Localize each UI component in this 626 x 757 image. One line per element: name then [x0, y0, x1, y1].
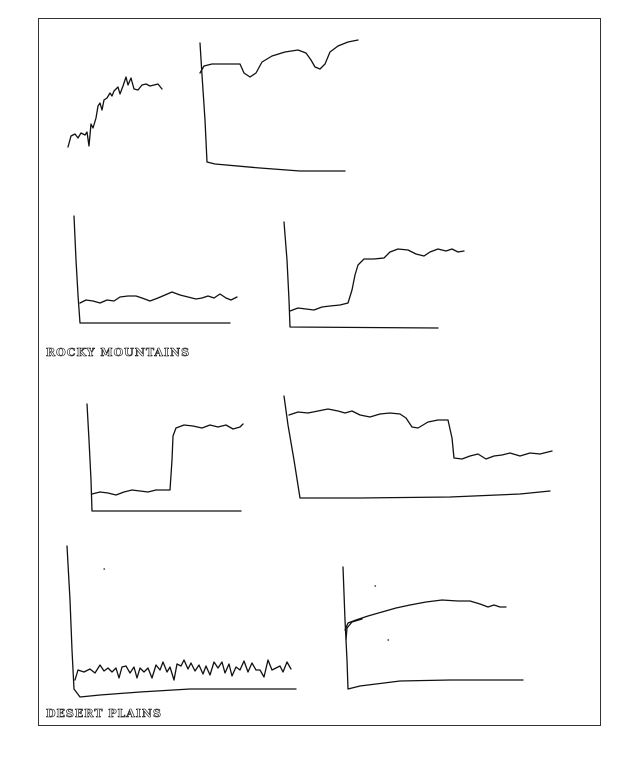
sketch-6-line	[288, 408, 553, 460]
sketch-4	[283, 221, 465, 329]
sketch-5-axes	[86, 403, 242, 512]
sketch-8-axes	[342, 566, 524, 690]
sketch-7	[66, 545, 297, 698]
sketch-1-line	[67, 76, 163, 148]
sketch-7-line	[74, 659, 292, 681]
sketch-7-axes	[66, 545, 297, 698]
sketch-3-line	[79, 291, 238, 304]
sketch-3	[73, 215, 238, 324]
sketch-4-line	[289, 248, 465, 312]
sketch-8	[342, 566, 524, 690]
sketch-2-axes	[199, 42, 346, 172]
sketch-5-line	[91, 423, 244, 496]
sketch-2-line	[199, 39, 359, 78]
caption-desert-plains: DESERT PLAINS	[46, 707, 162, 721]
sketch-5	[86, 403, 244, 512]
sketch-6	[283, 395, 553, 499]
drawing-frame	[38, 18, 601, 726]
sketch-8-line-secondary	[345, 618, 363, 641]
caption-rocky-mountains: ROCKY MOUNTAINS	[46, 346, 191, 360]
sketch-3-axes	[73, 215, 231, 324]
sketch-4-axes	[283, 221, 439, 329]
sketch-2	[199, 39, 359, 172]
sketch-6-axes	[283, 395, 551, 499]
sketch-8-line	[344, 599, 507, 631]
sketch-1	[67, 76, 163, 148]
